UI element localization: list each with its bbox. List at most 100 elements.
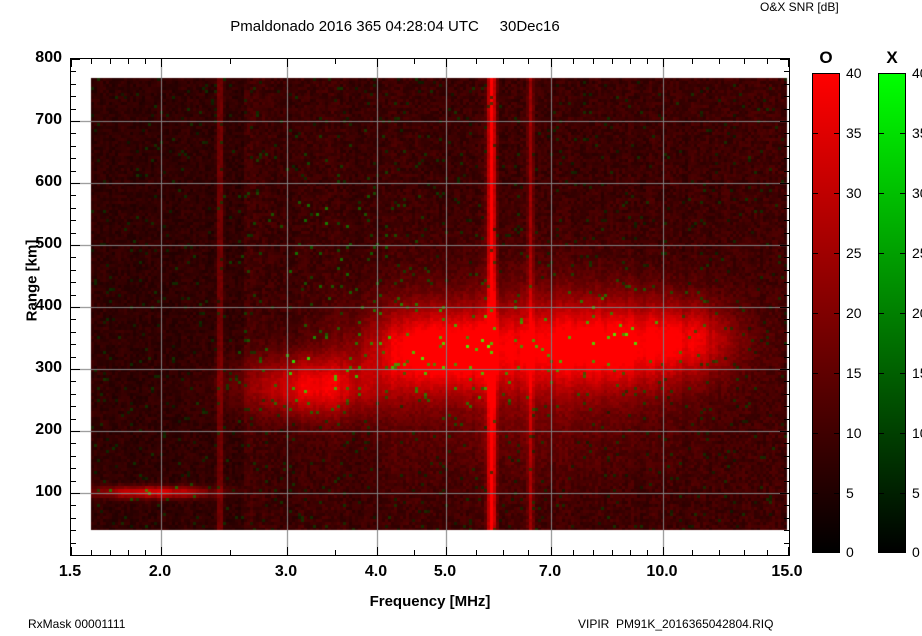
y-tick-label: 100: [35, 483, 62, 500]
colorbar-tick: [812, 253, 818, 254]
y-tick-minor: [71, 443, 76, 444]
y-tick-minor-right: [784, 555, 789, 556]
colorbar-tick-label: 15: [912, 365, 922, 381]
x-tick-minor-top: [767, 59, 768, 64]
colorbar-mode-label: X: [886, 48, 898, 67]
y-tick-minor: [71, 468, 76, 469]
x-tick-minor: [647, 550, 648, 555]
x-tick-label: 5.0: [433, 563, 457, 580]
x-tick-minor-top: [476, 59, 477, 64]
x-tick-minor: [128, 550, 129, 555]
plot-area[interactable]: [70, 58, 790, 556]
y-tick-minor: [71, 381, 76, 382]
colorbar-tick-label: 0: [846, 544, 854, 560]
x-tick-major: [377, 547, 378, 555]
y-tick-minor-right: [784, 518, 789, 519]
y-tick-minor-right: [784, 344, 789, 345]
y-axis-title: Range [km]: [23, 239, 41, 322]
y-tick-minor: [71, 344, 76, 345]
x-tick-minor-top: [744, 59, 745, 64]
y-tick-minor: [71, 84, 76, 85]
colorbar-tick-right: [900, 193, 906, 194]
x-tick-major-top: [161, 59, 162, 67]
x-tick-minor: [767, 550, 768, 555]
colorbar-tick: [878, 253, 884, 254]
x-tick-major-top: [377, 59, 378, 67]
x-tick-minor: [335, 550, 336, 555]
y-tick-major-right: [780, 59, 789, 60]
x-tick-major-top: [663, 59, 664, 67]
colorbar-tick-right: [900, 133, 906, 134]
colorbar-tick-right: [834, 373, 840, 374]
y-tick-minor: [71, 133, 76, 134]
ionogram-heatmap[interactable]: [71, 59, 789, 555]
y-tick-label: 800: [35, 49, 62, 66]
colorbar-o: O 0 5 10 15 20 25 30 35 40: [812, 49, 862, 559]
y-tick-minor-right: [784, 505, 789, 506]
colorbar-tick-label: 20: [912, 305, 922, 321]
x-tick-minor: [476, 550, 477, 555]
y-tick-minor-right: [784, 443, 789, 444]
y-tick-minor-right: [784, 84, 789, 85]
colorbar-tick: [878, 433, 884, 434]
x-tick-minor-top: [647, 59, 648, 64]
y-tick-minor-right: [784, 319, 789, 320]
y-tick-major-right: [780, 307, 789, 308]
y-tick-major: [71, 493, 80, 494]
x-tick-minor-top: [335, 59, 336, 64]
x-tick-minor: [630, 550, 631, 555]
page-title: Pmaldonado 2016 365 04:28:04 UTC 30Dec16: [230, 18, 560, 35]
y-tick-minor-right: [784, 394, 789, 395]
colorbar-tick: [812, 373, 818, 374]
colorbar-tick: [878, 193, 884, 194]
x-tick-minor-top: [503, 59, 504, 64]
y-tick-major-right: [780, 183, 789, 184]
x-tick-minor: [593, 550, 594, 555]
colorbar-x: X 0 5 10 15 20 25 30 35 40: [878, 49, 922, 559]
colorbar-mode-label: O: [819, 48, 833, 67]
y-tick-minor-right: [784, 419, 789, 420]
y-tick-minor: [71, 456, 76, 457]
y-tick-minor: [71, 71, 76, 72]
x-tick-minor-top: [128, 59, 129, 64]
y-tick-minor-right: [784, 146, 789, 147]
colorbar-tick: [812, 493, 818, 494]
x-tick-major-top: [788, 59, 789, 67]
x-tick-minor: [692, 550, 693, 555]
y-tick-minor-right: [784, 530, 789, 531]
y-tick-major: [71, 431, 80, 432]
colorbar-tick-right: [834, 433, 840, 434]
colorbar-tick-right: [900, 493, 906, 494]
y-tick-minor-right: [784, 220, 789, 221]
colorbar-tick-label: 10: [846, 425, 862, 441]
colorbar-tick-label: 5: [912, 485, 920, 501]
x-tick-major-top: [446, 59, 447, 67]
y-tick-minor-right: [784, 295, 789, 296]
y-tick-minor-right: [784, 208, 789, 209]
y-tick-minor-right: [784, 270, 789, 271]
colorbar-tick-label: 15: [846, 365, 862, 381]
colorbar-tick-label: 40: [912, 65, 922, 81]
x-tick-minor-top: [593, 59, 594, 64]
colorbar-tick-label: 25: [912, 245, 922, 261]
y-tick-major: [71, 369, 80, 370]
y-tick-minor: [71, 406, 76, 407]
y-tick-minor-right: [784, 456, 789, 457]
y-tick-major: [71, 307, 80, 308]
y-tick-minor-right: [784, 381, 789, 382]
colorbar-tick-right: [834, 193, 840, 194]
x-tick-major-top: [551, 59, 552, 67]
y-tick-minor-right: [784, 171, 789, 172]
x-tick-major: [551, 547, 552, 555]
x-tick-minor-top: [612, 59, 613, 64]
y-tick-minor: [71, 282, 76, 283]
y-tick-minor-right: [784, 195, 789, 196]
x-tick-minor-top: [230, 59, 231, 64]
x-tick-minor: [719, 550, 720, 555]
colorbar-tick-label: 30: [846, 185, 862, 201]
colorbar-tick: [812, 133, 818, 134]
x-tick-minor-top: [573, 59, 574, 64]
colorbar-tick: [878, 313, 884, 314]
y-tick-major: [71, 121, 80, 122]
